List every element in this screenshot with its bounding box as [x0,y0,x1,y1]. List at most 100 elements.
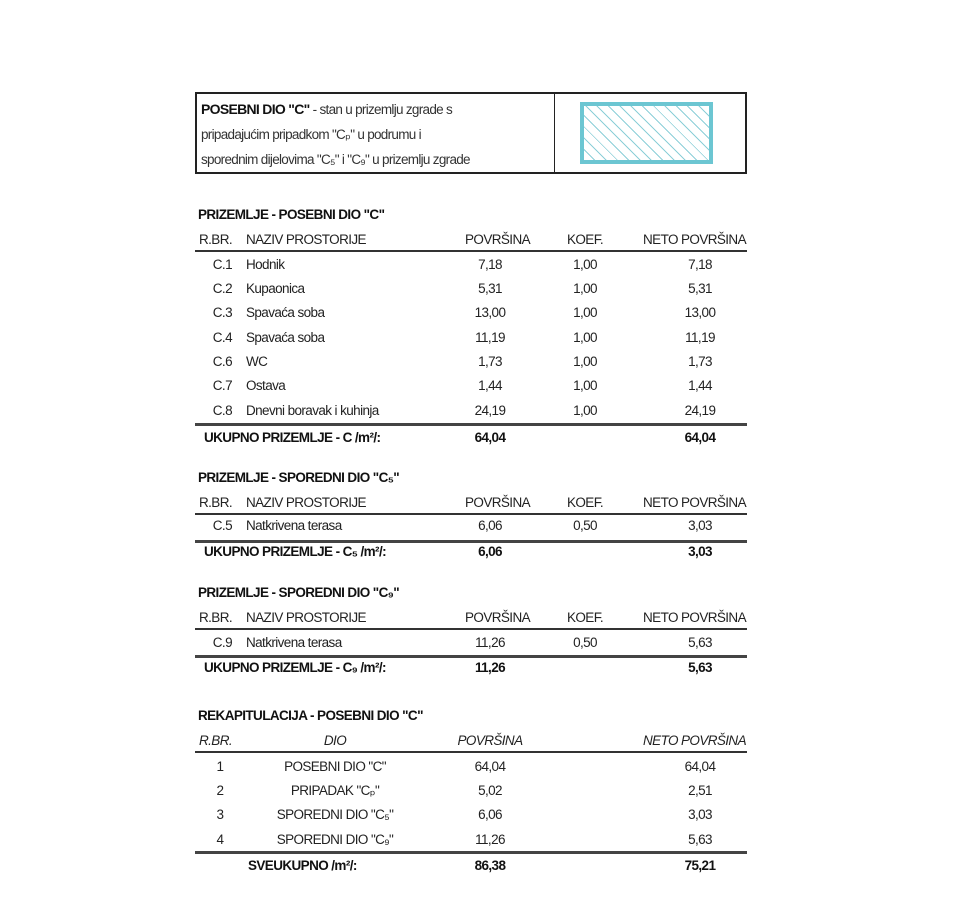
recap-cell: 2,51 [688,783,712,798]
recap-cell: SPOREDNI DIO "C₉" [276,832,394,847]
recap-cell: 6,06 [478,807,502,822]
recap-total-net: 75,21 [684,858,716,873]
total-net: 5,63 [688,660,712,675]
header-title: POSEBNI DIO "C" [201,101,310,117]
recap-cell: 3 [216,807,225,822]
recap-column-header: R.BR. [199,733,233,748]
table-cell: Natkrivena terasa [246,635,342,650]
total-net: 3,03 [688,544,712,559]
total-rule [195,655,747,658]
header-line1: - stan u prizemlju zgrade s [309,102,453,117]
recap-cell: SPOREDNI DIO "C₅" [276,807,394,822]
total-rule [195,423,747,426]
table-cell: 1,00 [573,378,597,393]
header-rule [195,513,747,515]
column-header: KOEF. [566,610,604,625]
total-area: 11,26 [474,660,506,675]
recap-cell: 5,02 [478,783,502,798]
table-cell: C.4 [212,330,233,345]
column-header: R.BR. [199,232,233,247]
table-cell: 7,18 [688,257,712,272]
column-header: POVRŠINA [465,495,531,510]
table-cell: C.7 [212,378,233,393]
recap-column-header: NETO POVRŠINA [643,733,747,748]
column-header: POVRŠINA [465,610,531,625]
recap-cell: 2 [216,783,225,798]
header-divider [554,94,555,172]
table-cell: C.5 [212,518,233,533]
column-header: KOEF. [566,495,604,510]
header-box: POSEBNI DIO "C" - stan u prizemlju zgrad… [195,92,747,174]
table-cell: Spavaća soba [246,330,325,345]
recap-cell: 64,04 [474,759,506,774]
total-rule [195,540,747,543]
column-header: POVRŠINA [465,232,531,247]
table-cell: 11,26 [475,635,505,650]
table-cell: 1,00 [573,330,597,345]
recap-cell: 4 [216,832,225,847]
table-cell: 6,06 [478,518,502,533]
column-header: R.BR. [199,495,233,510]
table-cell: 7,18 [478,257,502,272]
table-cell: WC [246,354,268,369]
header-line3: sporednim dijelovima "C₅" i "C₉" u prize… [201,152,471,167]
total-label: UKUPNO PRIZEMLJE - C₅ /m²/: [204,544,387,559]
recap-cell: POSEBNI DIO "C" [284,759,386,774]
table-cell: 5,31 [478,281,502,296]
table-cell: 1,73 [688,354,712,369]
table-cell: Hodnik [246,257,285,272]
column-header: NETO POVRŠINA [643,495,747,510]
table-cell: 1,73 [478,354,502,369]
table-cell: 1,44 [688,378,712,393]
table-cell: 24,19 [474,403,506,418]
table-cell: 13,00 [684,305,716,320]
table-cell: 11,19 [685,330,715,345]
table-cell: 1,00 [573,403,597,418]
total-area: 64,04 [474,430,506,445]
recap-header-rule [195,751,747,753]
table-cell: Spavaća soba [246,305,325,320]
total-net: 64,04 [684,430,716,445]
table-cell: C.9 [212,635,233,650]
recap-column-header: POVRŠINA [457,733,524,748]
section-title: PRIZEMLJE - SPOREDNI DIO "C₉" [198,585,400,600]
table-cell: 5,31 [688,281,712,296]
column-header: NETO POVRŠINA [643,610,747,625]
column-header: R.BR. [199,610,233,625]
table-cell: 11,19 [475,330,505,345]
recap-total-label: SVEUKUPNO /m²/: [248,858,357,873]
table-cell: 24,19 [684,403,716,418]
recap-cell: 64,04 [684,759,716,774]
recap-cell: 5,63 [688,832,712,847]
header-rule [195,250,747,252]
table-cell: 0,50 [573,518,597,533]
table-cell: Ostava [246,378,286,393]
section-title: PRIZEMLJE - POSEBNI DIO "C" [198,207,385,222]
table-cell: 3,03 [688,518,712,533]
recap-column-header: DIO [323,733,347,748]
column-header: NETO POVRŠINA [643,232,747,247]
table-cell: 0,50 [573,635,597,650]
column-header: NAZIV PROSTORIJE [246,610,367,625]
recap-cell: PRIPADAK "Cₚ" [290,783,380,798]
column-header: KOEF. [566,232,604,247]
header-description: POSEBNI DIO "C" - stan u prizemlju zgrad… [201,97,471,172]
table-cell: Dnevni boravak i kuhinja [246,403,379,418]
header-rule [195,628,747,630]
hatch-legend-swatch [580,102,713,164]
table-cell: C.2 [212,281,233,296]
table-cell: Natkrivena terasa [246,518,342,533]
total-area: 6,06 [478,544,502,559]
column-header: NAZIV PROSTORIJE [246,495,367,510]
section-title: PRIZEMLJE - SPOREDNI DIO "C₅" [198,470,400,485]
recap-cell: 11,26 [475,832,505,847]
total-label: UKUPNO PRIZEMLJE - C₉ /m²/: [204,660,386,675]
table-cell: 5,63 [688,635,712,650]
recap-total-rule [195,851,747,854]
table-cell: C.3 [212,305,233,320]
table-cell: C.1 [212,257,233,272]
table-cell: C.6 [212,354,233,369]
table-cell: 1,00 [573,305,597,320]
recap-cell: 3,03 [688,807,712,822]
table-cell: 13,00 [474,305,506,320]
